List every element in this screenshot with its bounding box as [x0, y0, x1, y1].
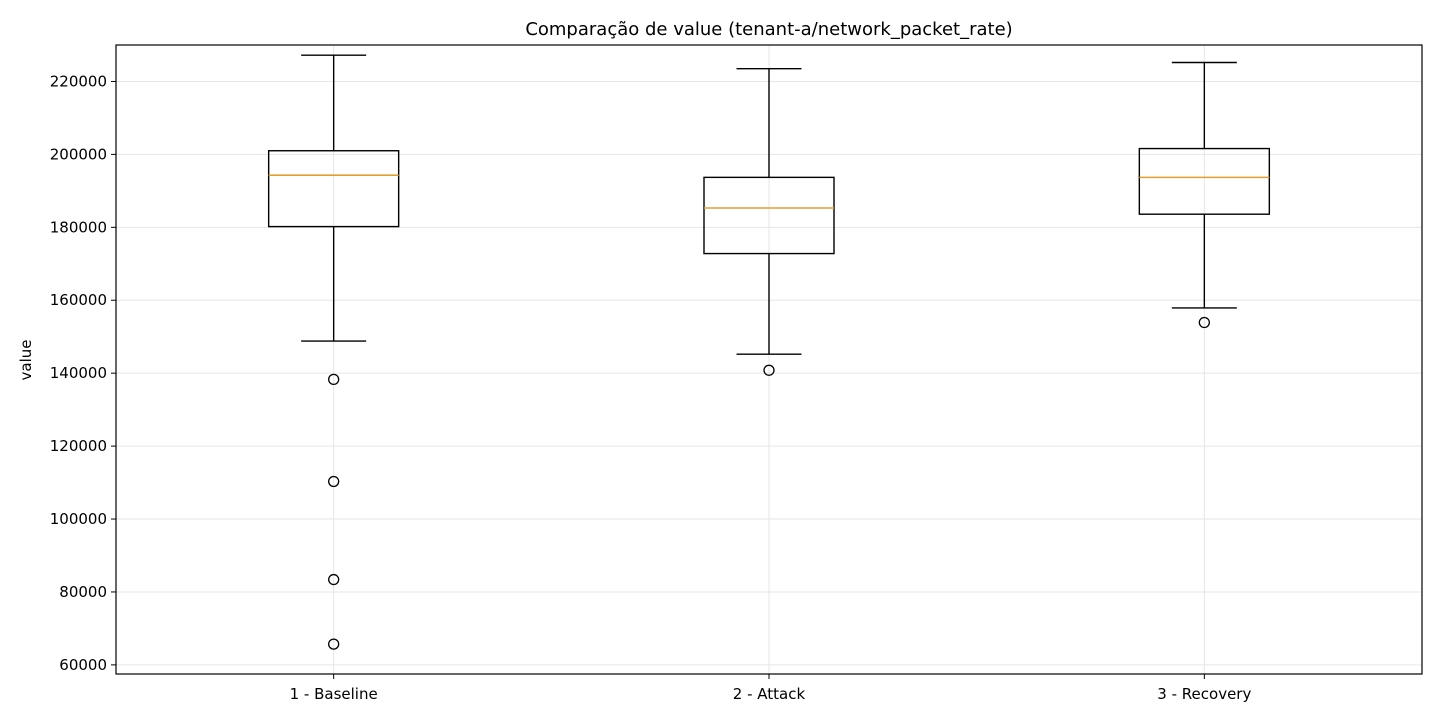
chart-title: Comparação de value (tenant-a/network_pa… — [525, 19, 1012, 40]
outlier-point — [328, 638, 340, 650]
outlier-point — [763, 364, 775, 376]
y-axis-ticks: 60000 80000 100000 120000 140000 160000 180000… — [50, 72, 116, 674]
box-group — [1138, 61, 1271, 329]
boxes-layer — [267, 54, 1271, 650]
iqr-box — [703, 176, 835, 255]
x-tick-label: 1 - Baseline — [290, 685, 378, 703]
y-tick-label: 200000 — [50, 145, 107, 163]
outlier-point — [328, 573, 340, 586]
y-tick-label: 120000 — [50, 437, 107, 455]
y-tick-label: 100000 — [50, 510, 107, 528]
x-tick-label: 3 - Recovery — [1157, 685, 1251, 703]
iqr-box — [267, 150, 400, 228]
outlier-point — [1198, 316, 1210, 329]
x-axis-ticks: 1 - Baseline 2 - Attack 3 - Recovery — [290, 674, 1251, 703]
y-tick-label: 180000 — [50, 218, 107, 236]
x-tick-label: 2 - Attack — [733, 685, 806, 703]
outlier-point — [328, 475, 340, 488]
box-group — [267, 54, 400, 650]
y-tick-label: 220000 — [50, 72, 107, 90]
y-axis-label: value — [17, 340, 35, 381]
y-tick-label: 140000 — [50, 364, 107, 382]
box-group — [703, 68, 835, 376]
iqr-box — [1138, 147, 1271, 215]
outlier-point — [328, 373, 340, 386]
y-tick-label: 160000 — [50, 291, 107, 309]
y-tick-label: 60000 — [59, 656, 107, 674]
y-tick-label: 80000 — [59, 583, 107, 601]
